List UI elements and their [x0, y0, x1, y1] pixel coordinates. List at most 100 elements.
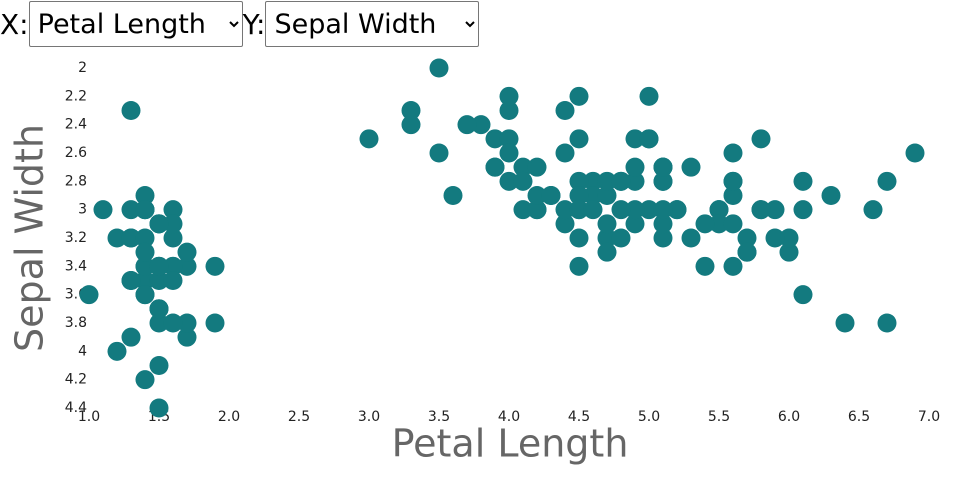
point	[135, 186, 155, 205]
point	[779, 242, 799, 262]
point	[499, 86, 519, 106]
point	[625, 200, 645, 220]
point	[107, 341, 127, 361]
point	[583, 186, 603, 205]
point	[457, 115, 477, 135]
point	[471, 115, 491, 135]
x-tick-label: 2.0	[218, 409, 240, 425]
point	[723, 256, 743, 276]
point	[205, 256, 225, 276]
x-tick-label: 6.0	[778, 409, 800, 425]
x-select[interactable]: Petal Length	[28, 1, 243, 47]
x-tick-label: 5.5	[708, 409, 730, 425]
point	[863, 200, 883, 220]
point	[149, 356, 169, 375]
x-tick-label: 1.0	[78, 409, 100, 425]
point	[625, 214, 645, 234]
point	[555, 101, 575, 120]
point	[121, 271, 141, 290]
x-tick-label: 7.0	[918, 409, 940, 425]
x-tick-label: 3.0	[358, 409, 380, 425]
y-tick-label: 2	[78, 60, 87, 76]
point	[527, 157, 547, 177]
point	[149, 398, 169, 418]
point	[121, 101, 141, 120]
point	[905, 143, 925, 163]
point	[149, 299, 169, 319]
point	[639, 129, 659, 149]
point	[499, 171, 519, 191]
point	[499, 129, 519, 149]
point	[793, 200, 813, 220]
point	[793, 285, 813, 305]
point	[443, 186, 463, 205]
point	[583, 200, 603, 220]
point	[639, 200, 659, 220]
point	[723, 214, 743, 234]
point	[135, 242, 155, 262]
point	[177, 256, 197, 276]
point	[709, 214, 729, 234]
y-tick-label: 2.4	[65, 117, 87, 133]
point	[135, 285, 155, 305]
point	[695, 256, 715, 276]
point	[597, 242, 617, 262]
point	[653, 171, 673, 191]
point	[177, 327, 197, 347]
point	[177, 313, 197, 333]
point	[163, 228, 183, 248]
point	[135, 370, 155, 390]
point	[737, 242, 757, 262]
point	[359, 129, 379, 149]
point	[485, 157, 505, 177]
point	[765, 228, 785, 248]
point	[625, 129, 645, 149]
point	[555, 200, 575, 220]
x-tick-label: 3.5	[428, 409, 450, 425]
point	[569, 228, 589, 248]
point	[205, 313, 225, 333]
point	[737, 228, 757, 248]
point	[499, 143, 519, 163]
point	[485, 129, 505, 149]
point	[569, 86, 589, 106]
point	[163, 271, 183, 290]
point	[569, 129, 589, 149]
y-select[interactable]: Sepal Width	[265, 1, 480, 47]
point	[135, 228, 155, 248]
point	[121, 200, 141, 220]
point	[611, 228, 631, 248]
point	[149, 313, 169, 333]
point	[695, 214, 715, 234]
y-tick-label: 3	[78, 202, 87, 218]
y-tick-label: 4.2	[65, 372, 87, 388]
point	[121, 327, 141, 347]
point	[163, 214, 183, 234]
point	[821, 186, 841, 205]
point	[135, 271, 155, 290]
point	[597, 228, 617, 248]
point	[877, 313, 897, 333]
x-axis-title: Petal Length	[392, 422, 629, 466]
y-tick-label: 4.4	[65, 400, 87, 416]
point	[779, 228, 799, 248]
point	[653, 228, 673, 248]
point	[569, 171, 589, 191]
point	[625, 171, 645, 191]
point	[723, 186, 743, 205]
point	[163, 256, 183, 276]
point	[527, 186, 547, 205]
point	[877, 171, 897, 191]
point	[163, 313, 183, 333]
point	[401, 101, 421, 120]
point	[597, 214, 617, 234]
point	[667, 200, 687, 220]
x-tick-label: 6.5	[848, 409, 870, 425]
point	[653, 157, 673, 177]
x-tick-label: 4.0	[498, 409, 520, 425]
point	[751, 129, 771, 149]
point	[625, 157, 645, 177]
point	[709, 200, 729, 220]
point	[107, 228, 127, 248]
